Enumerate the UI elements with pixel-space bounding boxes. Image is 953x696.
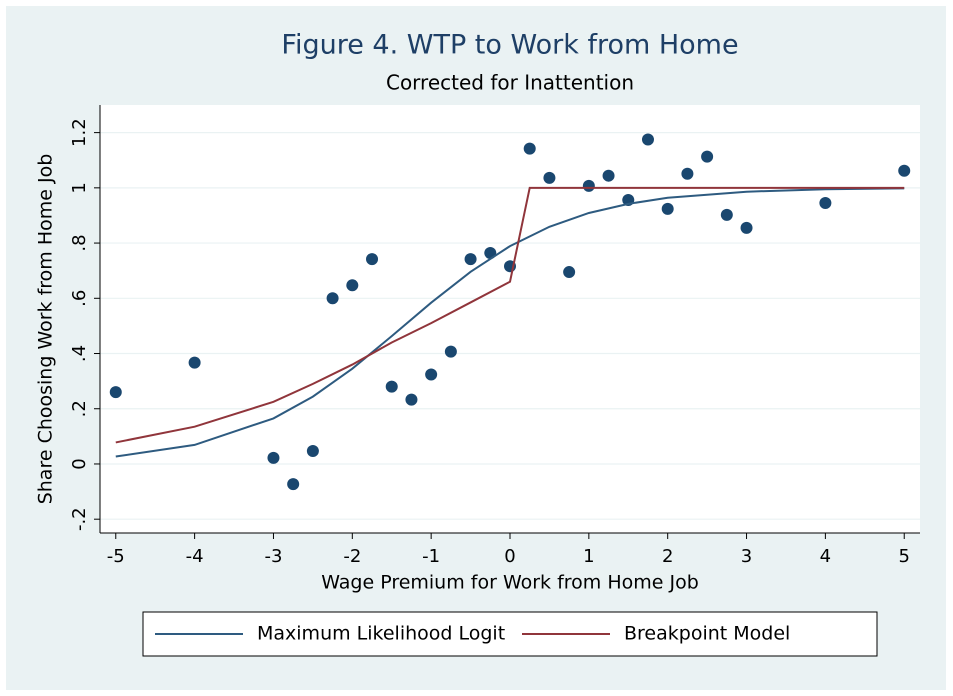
scatter-point: [385, 380, 398, 393]
x-tick-label: 4: [820, 546, 831, 567]
scatter-point: [701, 150, 714, 163]
chart-subtitle: Corrected for Inattention: [386, 71, 634, 95]
scatter-point: [346, 279, 359, 292]
scatter-point: [366, 253, 379, 266]
line-series: [115, 186, 905, 444]
scatter-point: [543, 171, 556, 184]
scatter-point: [602, 169, 615, 182]
scatter-point: [444, 345, 457, 358]
legend-label: Breakpoint Model: [624, 623, 790, 645]
y-tick-label: .8: [69, 234, 90, 251]
x-tick-label: -5: [107, 546, 125, 567]
y-tick-label: 1: [69, 182, 90, 193]
y-tick-label: .4: [69, 345, 90, 362]
scatter-point: [563, 266, 576, 279]
y-tick-label: .2: [69, 400, 90, 417]
scatter-point: [267, 451, 280, 464]
x-axis-label: Wage Premium for Work from Home Job: [321, 572, 699, 594]
scatter-point: [405, 393, 418, 406]
scatter-point: [306, 444, 319, 457]
x-tick-label: 2: [662, 546, 673, 567]
x-tick-label: -4: [186, 546, 204, 567]
legend-label: Maximum Likelihood Logit: [257, 623, 505, 645]
y-tick-label: .6: [69, 290, 90, 307]
scatter-point: [898, 164, 911, 177]
scatter-point: [188, 356, 201, 369]
scatter-point: [819, 197, 832, 210]
x-tick-label: -2: [343, 546, 361, 567]
legend: [142, 611, 878, 657]
scatter-point: [582, 179, 595, 192]
x-tick-label: -1: [422, 546, 440, 567]
scatter-point: [641, 133, 654, 146]
scatter-point: [425, 368, 438, 381]
y-axis-label: Share Choosing Work from Home Job: [35, 154, 57, 505]
y-tick-label: -.2: [69, 507, 90, 531]
x-tick-label: -3: [264, 546, 282, 567]
scatter-point: [681, 167, 694, 180]
y-tick-label: 0: [69, 458, 90, 469]
scatter-point: [523, 142, 536, 155]
scatter-point: [109, 386, 122, 399]
x-tick-label: 5: [899, 546, 910, 567]
scatter-point: [326, 292, 339, 305]
scatter-point: [720, 208, 733, 221]
scatter-point: [740, 221, 753, 234]
x-tick-label: 3: [741, 546, 752, 567]
line-series: [115, 187, 905, 458]
x-tick-label: 1: [583, 546, 594, 567]
y-tick-label: 1.2: [69, 118, 90, 147]
scatter-point: [464, 253, 477, 266]
scatter-point: [661, 202, 674, 215]
x-tick-label: 0: [504, 546, 515, 567]
chart-title: Figure 4. WTP to Work from Home: [281, 30, 738, 61]
scatter-point: [287, 478, 300, 491]
plot-area: [100, 105, 920, 533]
